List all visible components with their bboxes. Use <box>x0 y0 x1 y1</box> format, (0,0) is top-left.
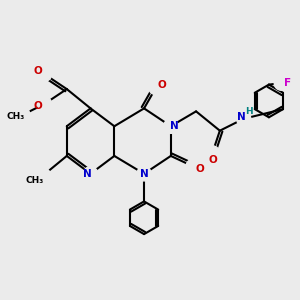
Circle shape <box>11 106 30 125</box>
Text: O: O <box>208 155 217 165</box>
Circle shape <box>186 159 200 173</box>
Text: N: N <box>170 121 179 131</box>
Text: H: H <box>245 107 253 116</box>
Circle shape <box>274 76 289 90</box>
Text: O: O <box>34 66 42 76</box>
Text: N: N <box>140 169 148 179</box>
Circle shape <box>205 146 220 160</box>
Text: CH₃: CH₃ <box>6 112 25 121</box>
Circle shape <box>38 67 52 81</box>
Text: O: O <box>158 80 166 90</box>
Circle shape <box>32 167 51 186</box>
Circle shape <box>236 112 251 126</box>
Circle shape <box>149 80 163 95</box>
Circle shape <box>137 167 151 181</box>
Text: N: N <box>82 169 91 179</box>
Text: N: N <box>237 112 246 122</box>
Text: CH₃: CH₃ <box>26 176 44 185</box>
Circle shape <box>38 97 52 111</box>
Circle shape <box>164 119 178 134</box>
Circle shape <box>83 167 98 181</box>
Text: O: O <box>195 164 204 174</box>
Text: O: O <box>34 101 42 111</box>
Text: F: F <box>284 78 292 88</box>
